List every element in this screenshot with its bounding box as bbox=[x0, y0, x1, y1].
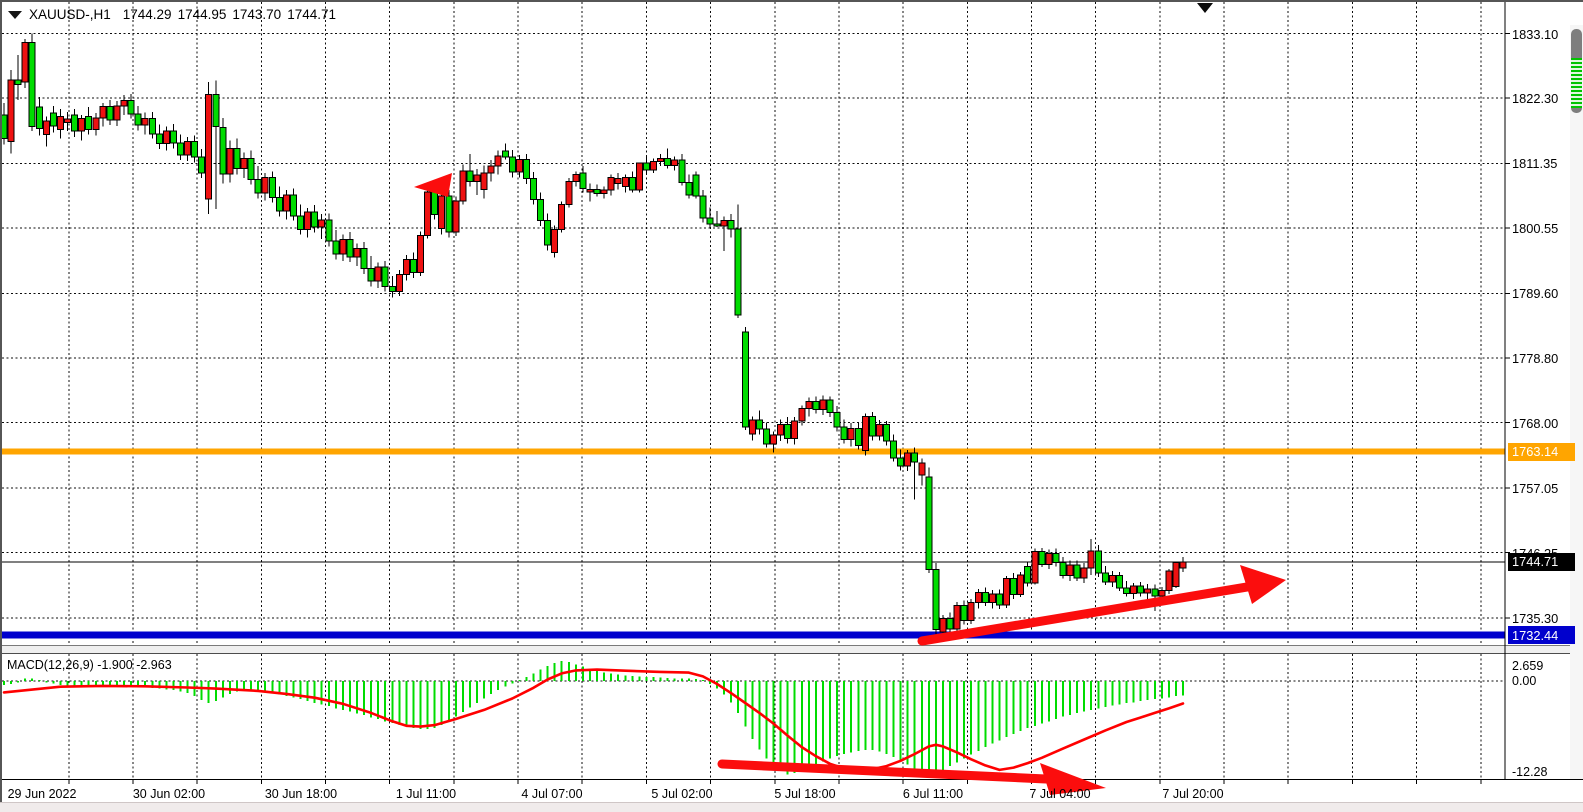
time-axis-label: 30 Jun 18:00 bbox=[264, 787, 338, 801]
scrollbar-stripes-icon bbox=[1571, 58, 1582, 108]
price-axis-label: 1768.00 bbox=[1512, 415, 1559, 431]
time-axis-label: 6 Jul 11:00 bbox=[902, 787, 964, 801]
downtrend-arrow-shaft[interactable] bbox=[717, 759, 1051, 784]
price-axis-label: 1735.30 bbox=[1512, 611, 1559, 627]
uptrend-arrow-head[interactable] bbox=[1240, 565, 1286, 604]
scrollbar-track[interactable] bbox=[1570, 25, 1583, 779]
price-axis-label: 1833.10 bbox=[1512, 26, 1559, 42]
time-axis-label: 30 Jun 02:00 bbox=[132, 787, 206, 801]
chart-header: XAUUSD-,H1 1744.29 1744.95 1743.70 1744.… bbox=[8, 5, 342, 23]
time-axis-label: 5 Jul 02:00 bbox=[651, 787, 713, 801]
macd-signal-line bbox=[2, 668, 1185, 772]
price-axis-label: 1778.80 bbox=[1512, 351, 1559, 367]
quote-low: 1743.70 bbox=[232, 6, 282, 22]
macd-scale-label: -12.28 bbox=[1512, 765, 1548, 779]
left-arrow-annotation[interactable] bbox=[414, 173, 452, 197]
time-axis-label: 7 Jul 04:00 bbox=[1029, 787, 1091, 801]
chart-shift-marker-icon[interactable] bbox=[1197, 3, 1213, 13]
price-line-badge: 1744.71 bbox=[1508, 552, 1575, 571]
horizontal-lines-layer bbox=[2, 448, 1505, 639]
time-axis-label: 7 Jul 20:00 bbox=[1162, 787, 1224, 801]
price-line-badge: 1763.14 bbox=[1508, 442, 1575, 461]
time-axis-label: 4 Jul 07:00 bbox=[521, 787, 583, 801]
time-axis-label: 29 Jun 2022 bbox=[7, 787, 77, 801]
uptrend-arrow-shaft[interactable] bbox=[917, 582, 1252, 646]
window-bottom-edge bbox=[0, 802, 1583, 812]
price-axis-label: 1789.60 bbox=[1512, 286, 1559, 302]
macd-scale-label: 0.00 bbox=[1512, 674, 1537, 688]
macd-indicator-label: MACD(12,26,9) -1.900 -2.963 bbox=[7, 658, 172, 672]
symbol-dropdown-icon[interactable] bbox=[8, 10, 22, 19]
quote-close: 1744.71 bbox=[287, 6, 337, 22]
price-axis-label: 1757.05 bbox=[1512, 481, 1559, 497]
price-axis-label: 1822.30 bbox=[1512, 91, 1559, 107]
time-axis-label: 1 Jul 11:00 bbox=[395, 787, 457, 801]
price-axis-label: 1811.35 bbox=[1512, 156, 1558, 172]
downtrend-arrow-head[interactable] bbox=[1040, 763, 1106, 795]
quote-open: 1744.29 bbox=[122, 6, 172, 22]
scrollbar-thumb[interactable] bbox=[1571, 29, 1582, 113]
time-axis-label: 5 Jul 18:00 bbox=[774, 787, 836, 801]
price-line-badge: 1732.44 bbox=[1508, 626, 1575, 645]
quote-high: 1744.95 bbox=[177, 6, 227, 22]
symbol-period-label: XAUUSD-,H1 bbox=[29, 6, 111, 22]
macd-histogram-layer bbox=[3, 660, 1185, 775]
candles-layer bbox=[0, 33, 1187, 638]
macd-scale-label: 2.659 bbox=[1512, 659, 1544, 673]
drawn-arrows-layer[interactable] bbox=[414, 173, 1286, 795]
price-axis-label: 1800.55 bbox=[1512, 221, 1559, 237]
